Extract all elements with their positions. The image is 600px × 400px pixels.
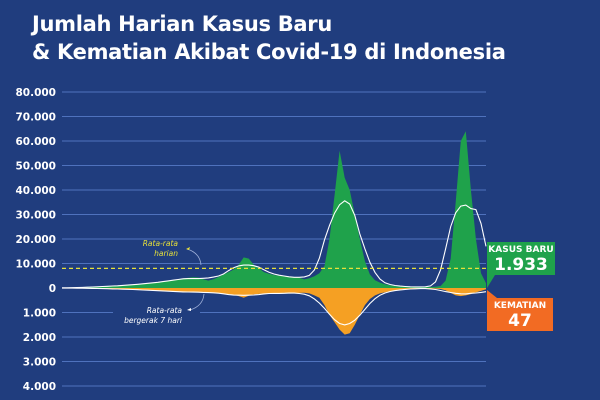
annotation-arrowhead-daily xyxy=(186,247,190,250)
y-tick-label: 50.000 xyxy=(15,161,56,173)
cases-area xyxy=(62,131,486,288)
y-tick-label: 2.000 xyxy=(23,332,56,344)
y-tick-label: 20.000 xyxy=(15,234,56,246)
annotation-arrow-daily xyxy=(186,248,202,266)
deaths-callout: KEMATIAN 47 xyxy=(487,298,553,331)
y-tick-label: 30.000 xyxy=(15,210,56,222)
annotation-arrowhead-moving xyxy=(187,308,191,311)
y-tick-label: 4.000 xyxy=(23,381,56,393)
title-line-1: Jumlah Harian Kasus Baru xyxy=(32,12,332,36)
deaths-callout-value: 47 xyxy=(508,311,532,331)
cases-callout-value: 1.933 xyxy=(494,255,548,275)
y-tick-label: 80.000 xyxy=(15,87,56,99)
y-tick-label: 1.000 xyxy=(23,308,56,320)
y-tick-label: 40.000 xyxy=(15,185,56,197)
y-tick-label: 60.000 xyxy=(15,136,56,148)
annotation-arrow-moving xyxy=(189,293,205,311)
y-tick-label: 10.000 xyxy=(15,259,56,271)
annotation-moving-average-line2: bergerak 7 hari xyxy=(124,316,183,325)
annotation-daily-average-line1: Rata-rata xyxy=(143,239,179,248)
cases-callout: KASUS BARU 1.933 xyxy=(487,242,555,275)
y-tick-label: 70.000 xyxy=(15,112,56,124)
y-tick-label: 3.000 xyxy=(23,357,56,369)
chart-title: Jumlah Harian Kasus Baru & Kematian Akib… xyxy=(32,10,506,66)
deaths-area xyxy=(62,288,486,335)
deaths-moving-average-line xyxy=(62,287,487,326)
callout-pointer-deaths xyxy=(487,290,497,300)
annotation-daily-average-line2: harian xyxy=(154,249,178,258)
y-tick-label: 0 xyxy=(49,283,56,295)
annotation-moving-average-line1: Rata-rata xyxy=(147,306,183,315)
title-line-2: & Kematian Akibat Covid-19 di Indonesia xyxy=(32,40,506,64)
cases-callout-label: KASUS BARU xyxy=(488,245,554,255)
deaths-callout-label: KEMATIAN xyxy=(493,301,547,311)
cases-moving-average-line xyxy=(62,200,487,289)
